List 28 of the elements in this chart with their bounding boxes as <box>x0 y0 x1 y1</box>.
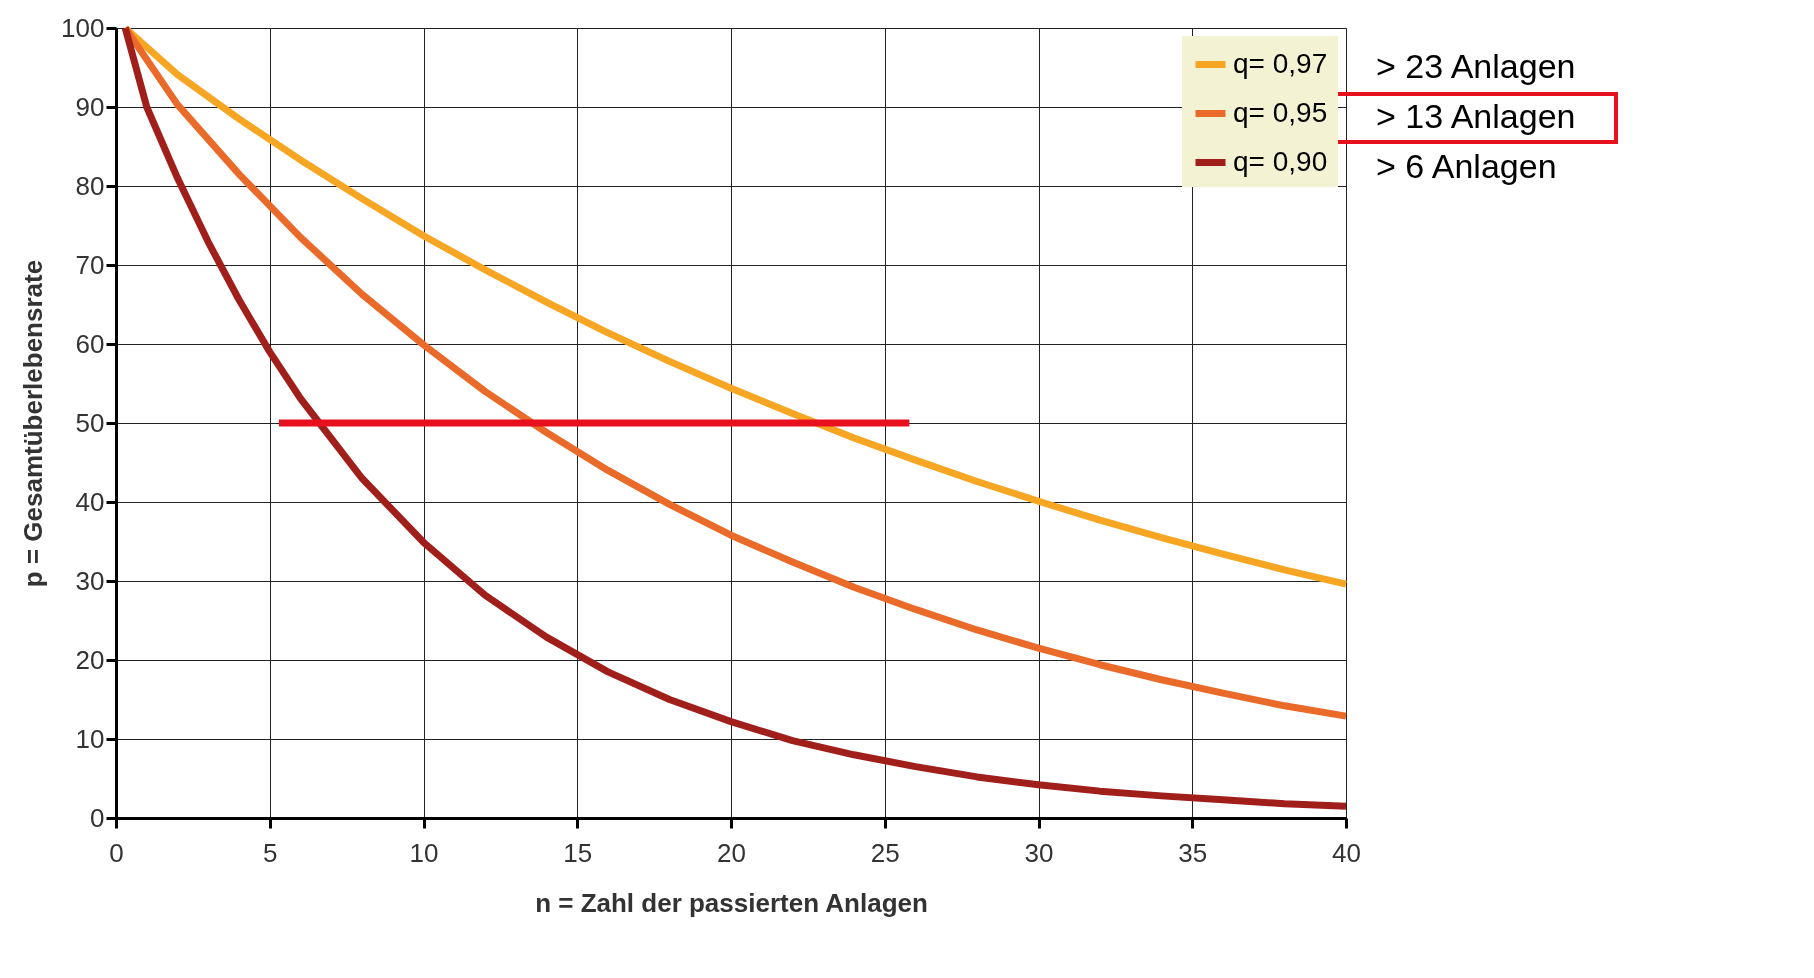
x-tick-label: 35 <box>1178 837 1208 868</box>
x-tick-label: 15 <box>563 837 593 868</box>
y-tick-label: 50 <box>75 407 105 438</box>
y-tick-label: 80 <box>75 170 105 201</box>
y-tick-label: 70 <box>75 249 105 280</box>
legend-label: q= 0,95 <box>1233 96 1328 128</box>
text: > 6 Anlagen <box>1376 147 1557 185</box>
x-axis-title: n = Zahl der passierten Anlagen <box>535 887 928 918</box>
x-tick-label: 5 <box>263 837 278 868</box>
y-tick-label: 20 <box>75 644 105 675</box>
y-tick-label: 10 <box>75 723 105 754</box>
x-tick-label: 40 <box>1332 837 1361 868</box>
y-tick-label: 100 <box>61 12 105 43</box>
x-tick-label: 10 <box>409 837 439 868</box>
text: > 13 Anlagen <box>1376 97 1576 135</box>
x-tick-label: 20 <box>717 837 746 868</box>
legend-label: q= 0,97 <box>1233 47 1328 79</box>
text: > 23 Anlagen <box>1376 47 1576 85</box>
x-tick-label: 25 <box>870 837 900 868</box>
y-tick-label: 60 <box>75 328 105 359</box>
y-tick-label: 30 <box>75 565 105 596</box>
legend-label: q= 0,90 <box>1233 145 1328 177</box>
x-tick-label: 0 <box>109 837 124 868</box>
y-axis-title: p = Gesamtüberlebensrate <box>18 259 49 588</box>
x-tick-label: 30 <box>1024 837 1054 868</box>
y-tick-label: 0 <box>90 802 105 833</box>
y-tick-label: 40 <box>75 486 105 517</box>
y-tick-label: 90 <box>75 91 105 122</box>
